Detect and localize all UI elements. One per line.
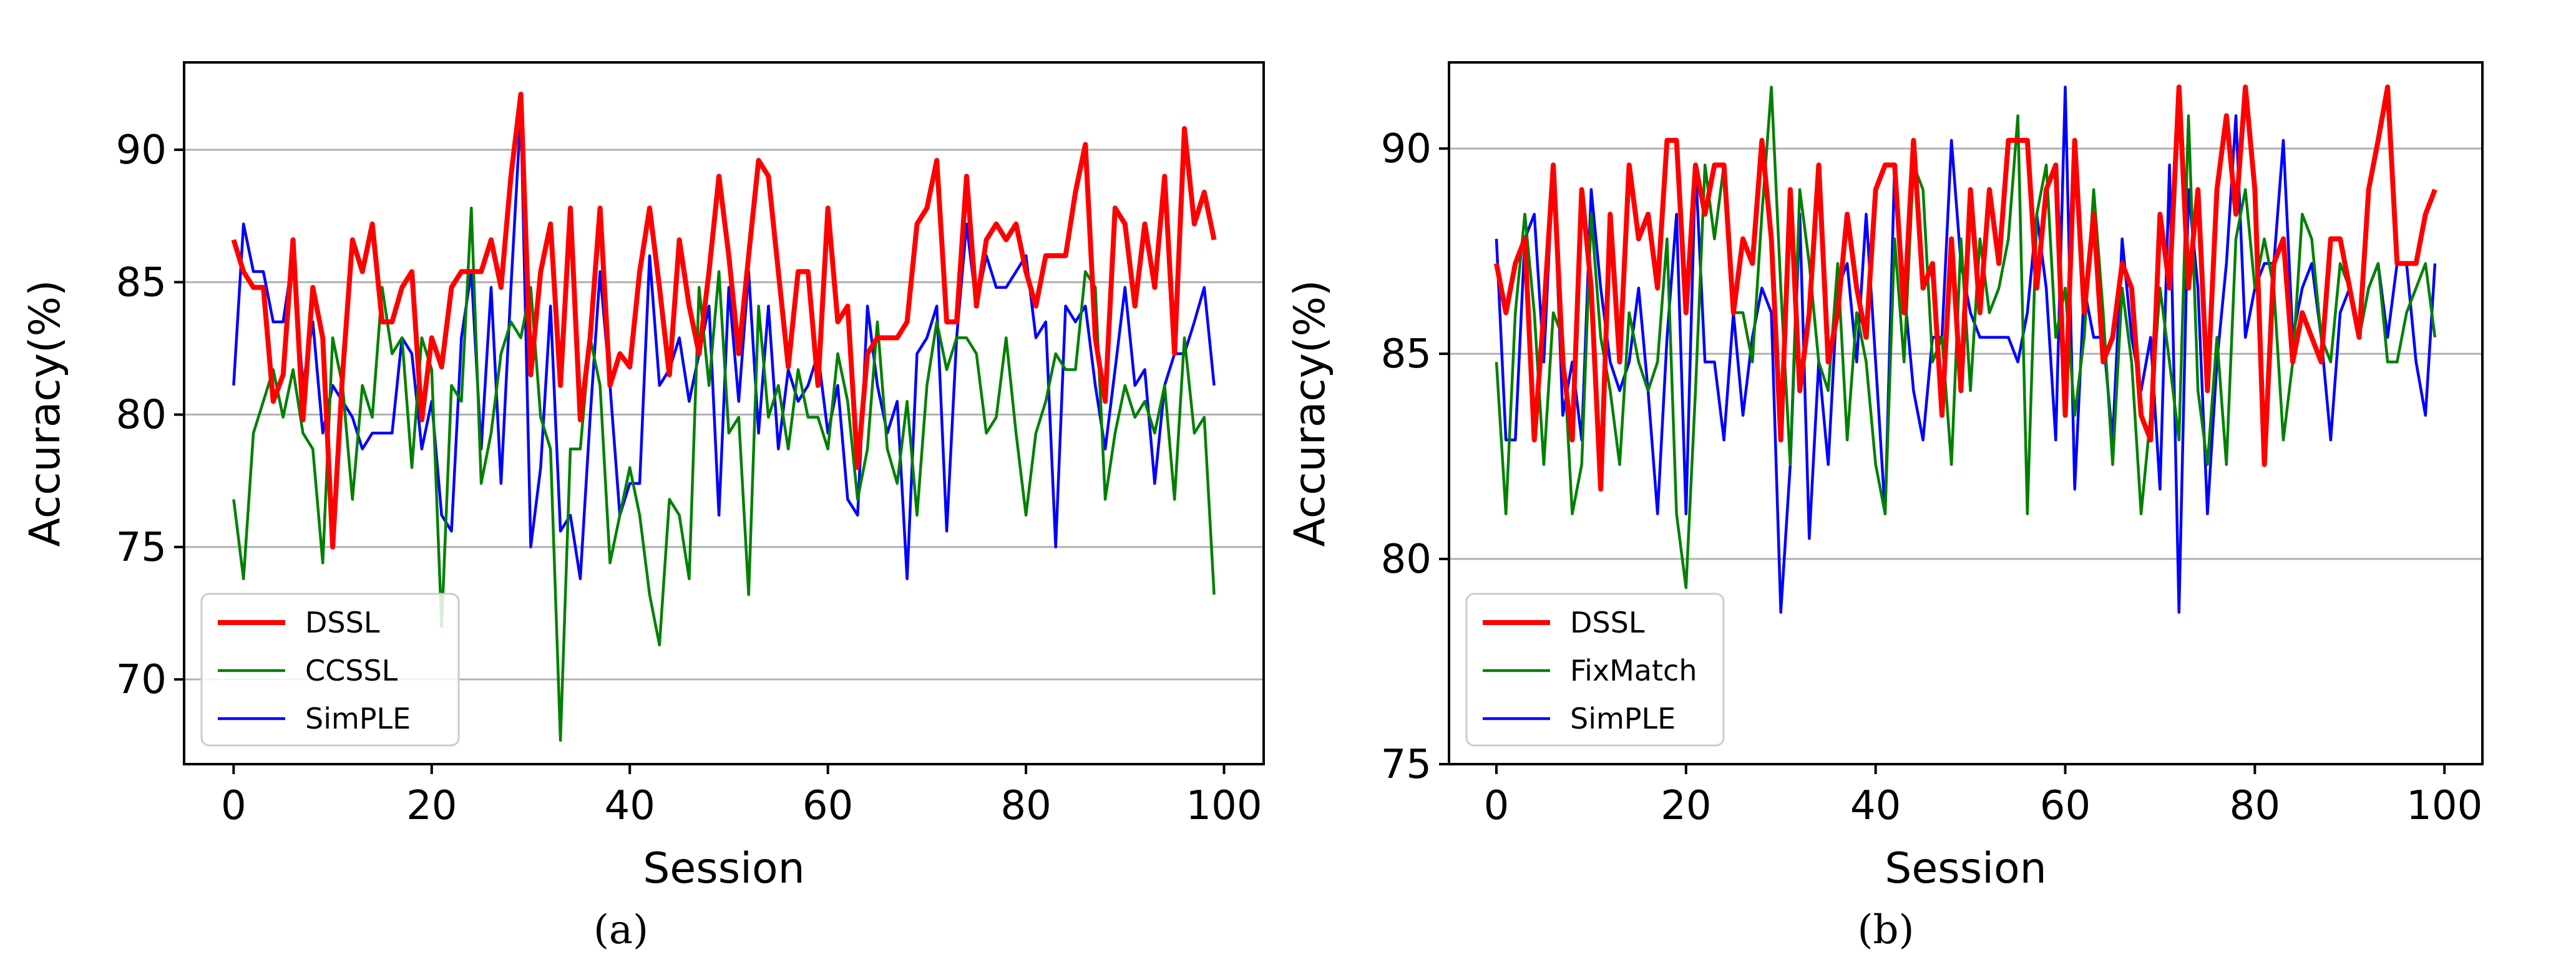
panel-a-caption: (a) [593, 907, 648, 953]
panel-a-x-tick-label-0: 0 [221, 783, 246, 829]
panel-a-legend-label-dssl: DSSL [305, 606, 380, 639]
panel-a-y-axis-label: Accuracy(%) [21, 279, 70, 546]
panel-b-y-tick-label-85: 85 [1381, 331, 1432, 377]
panel-b-legend: DSSL FixMatch SimPLE [1465, 593, 1725, 747]
panel-b-y-axis-label: Accuracy(%) [1286, 279, 1335, 546]
panel-b-series [1494, 84, 2437, 614]
panel-a-x-tick-label-60: 60 [803, 783, 853, 829]
panel-b-x-tick-label-20: 20 [1661, 783, 1711, 829]
panel-a-x-tick-label-80: 80 [1000, 783, 1051, 829]
panel-b-series-line-dssl [1494, 84, 2437, 492]
panel-b-legend-label-dssl: DSSL [1570, 606, 1645, 639]
panel-b-legend-label-fixmatch: FixMatch [1570, 654, 1697, 687]
panel-b-y-tick-label-80: 80 [1381, 536, 1432, 583]
panel-b-y-tick-label-75: 75 [1381, 742, 1432, 788]
panel-b-y-tick-label-90: 90 [1381, 126, 1432, 172]
panel-a-series [231, 91, 1217, 742]
panel-a-y-tick-label-70: 70 [116, 657, 167, 703]
panel-a-legend-label-simple: SimPLE [305, 702, 411, 735]
panel-a-series-line-dssl [231, 91, 1217, 550]
panel-a-x-tick-label-20: 20 [406, 783, 457, 829]
panel-b-x-tick-label-100: 100 [2406, 783, 2482, 829]
panel-b-plot-frame [1448, 61, 2484, 765]
panel-a-y-tick-label-75: 75 [116, 525, 167, 571]
panel-a-plot-frame [183, 61, 1265, 765]
panel-a: 70 75 80 85 90 0 20 40 60 80 100 Session Accuracy(… [21, 61, 1265, 953]
panel-b-legend-box [1465, 593, 1725, 747]
panel-a-y-tick-label-90: 90 [116, 127, 167, 173]
panel-b-legend-label-simple: SimPLE [1570, 702, 1676, 735]
panel-a-x-tick-label-100: 100 [1186, 783, 1262, 829]
panel-a-ticks: 70 75 80 85 90 0 20 40 60 80 100 [116, 127, 1262, 829]
panel-b-caption: (b) [1858, 907, 1915, 953]
panel-b-x-tick-label-80: 80 [2230, 783, 2280, 829]
panel-a-series-line-simple [232, 109, 1216, 581]
panel-b-x-tick-label-0: 0 [1484, 783, 1510, 829]
panel-a-x-axis-label: Session [643, 844, 804, 893]
panel-b-ticks: 75 80 85 90 0 20 40 60 80 100 [1381, 126, 2483, 829]
panel-a-y-tick-label-80: 80 [116, 392, 167, 439]
panel-a-y-tick-label-85: 85 [116, 260, 167, 306]
panel-b-x-axis-label: Session [1885, 844, 2046, 893]
panel-a-x-tick-label-40: 40 [605, 783, 655, 829]
panel-b-x-tick-label-60: 60 [2040, 783, 2091, 829]
panel-a-series-line-ccssl [232, 206, 1216, 742]
panel-a-legend: DSSL CCSSL SimPLE [200, 593, 460, 747]
panel-b: 75 80 85 90 0 20 40 60 80 100 Session Accuracy(%)… [1286, 61, 2484, 953]
panel-b-x-tick-label-40: 40 [1850, 783, 1901, 829]
panel-a-legend-box [200, 593, 460, 747]
panel-a-legend-label-ccssl: CCSSL [305, 654, 398, 687]
